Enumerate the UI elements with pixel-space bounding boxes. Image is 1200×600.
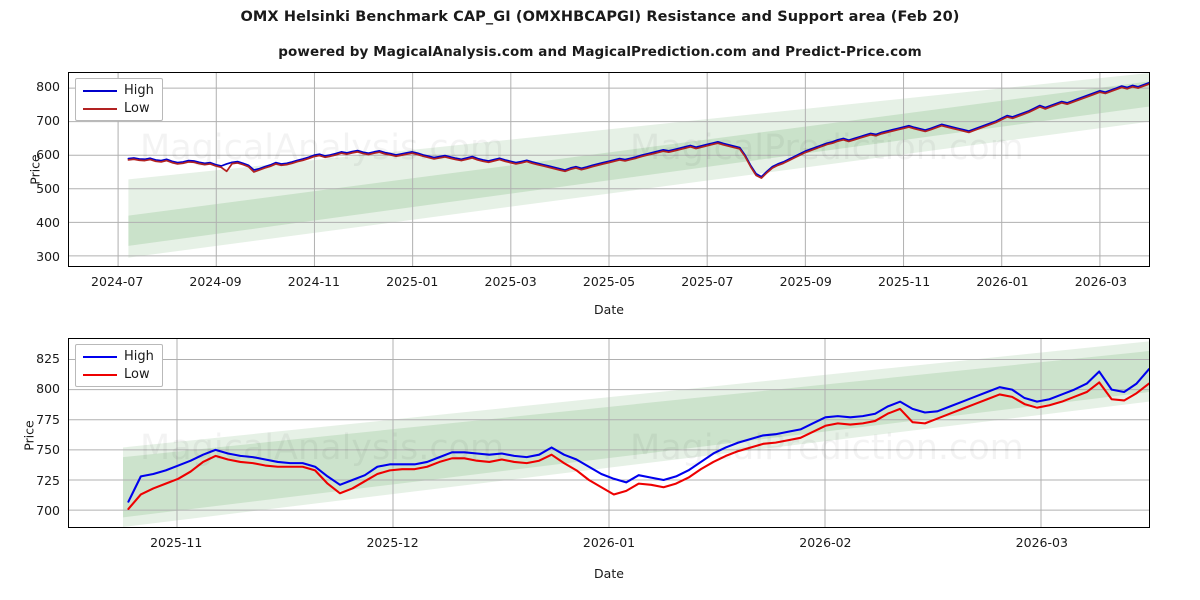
high-line-swatch: [83, 355, 117, 358]
lower-legend-label-low: Low: [124, 367, 150, 382]
x-tick-label: 2025-11: [877, 274, 931, 289]
lower-chart-panel: [68, 338, 1150, 528]
x-tick-label: 2025-01: [386, 274, 439, 289]
lower-legend-item-low[interactable]: Low: [83, 368, 154, 381]
low-line-swatch: [83, 107, 117, 110]
x-tick-label: 2026-01: [976, 274, 1029, 289]
outer-band: [128, 73, 1149, 258]
upper-y-axis-label: Price: [27, 154, 43, 185]
upper-legend-label-low: Low: [124, 101, 150, 116]
upper-legend-item-low[interactable]: Low: [83, 102, 154, 115]
x-tick-label: 2026-01: [582, 535, 636, 550]
x-tick-label: 2024-09: [189, 274, 242, 289]
lower-legend-label-high: High: [124, 349, 154, 364]
x-tick-label: 2025-03: [484, 274, 537, 289]
outer-band: [123, 341, 1149, 527]
y-tick-label: 700: [36, 113, 60, 129]
upper-plot-area: [68, 72, 1150, 267]
lower-legend: High Low: [75, 344, 163, 387]
y-tick-label: 600: [36, 147, 60, 163]
x-tick-label: 2025-12: [366, 535, 419, 550]
low-line-swatch: [83, 373, 117, 376]
x-tick-label: 2024-07: [91, 274, 144, 289]
x-tick-label: 2024-11: [287, 274, 341, 289]
y-tick-label: 775: [36, 411, 60, 427]
upper-plot-svg: [69, 73, 1149, 266]
y-tick-label: 825: [36, 350, 60, 366]
series-line-low: [127, 381, 1149, 510]
lower-y-axis-label: Price: [21, 420, 37, 451]
x-tick-label: 2025-05: [582, 274, 636, 289]
series-line-low: [127, 83, 1149, 179]
lower-x-axis-label: Date: [594, 566, 624, 581]
page-subtitle: powered by MagicalAnalysis.com and Magic…: [278, 44, 922, 60]
lower-legend-item-high[interactable]: High: [83, 350, 154, 363]
x-tick-label: 2025-07: [681, 274, 734, 289]
high-line-swatch: [83, 89, 117, 92]
y-tick-label: 400: [36, 214, 60, 230]
lower-plot-svg: [69, 339, 1149, 527]
lower-plot-area: [68, 338, 1150, 528]
series-line-high: [127, 368, 1149, 503]
x-tick-label: 2026-02: [799, 535, 852, 550]
y-tick-label: 750: [36, 442, 60, 458]
y-tick-label: 800: [36, 79, 60, 95]
upper-chart-panel: [68, 72, 1150, 267]
inner-band: [128, 81, 1149, 246]
upper-legend: High Low: [75, 78, 163, 121]
x-tick-label: 2025-09: [779, 274, 832, 289]
inner-band: [123, 351, 1149, 518]
upper-legend-label-high: High: [124, 83, 154, 98]
x-tick-label: 2026-03: [1015, 535, 1068, 550]
upper-legend-item-high[interactable]: High: [83, 84, 154, 97]
upper-x-axis-label: Date: [594, 302, 624, 317]
y-tick-label: 500: [36, 181, 60, 196]
x-tick-label: 2025-11: [150, 535, 203, 550]
y-tick-label: 300: [36, 248, 60, 264]
y-tick-label: 800: [36, 381, 60, 397]
x-tick-label: 2026-03: [1074, 274, 1127, 289]
series-line-high: [127, 81, 1149, 178]
y-tick-label: 725: [36, 472, 60, 488]
y-tick-label: 700: [36, 502, 60, 518]
page-title: OMX Helsinki Benchmark CAP_GI (OMXHBCAPG…: [240, 9, 960, 25]
